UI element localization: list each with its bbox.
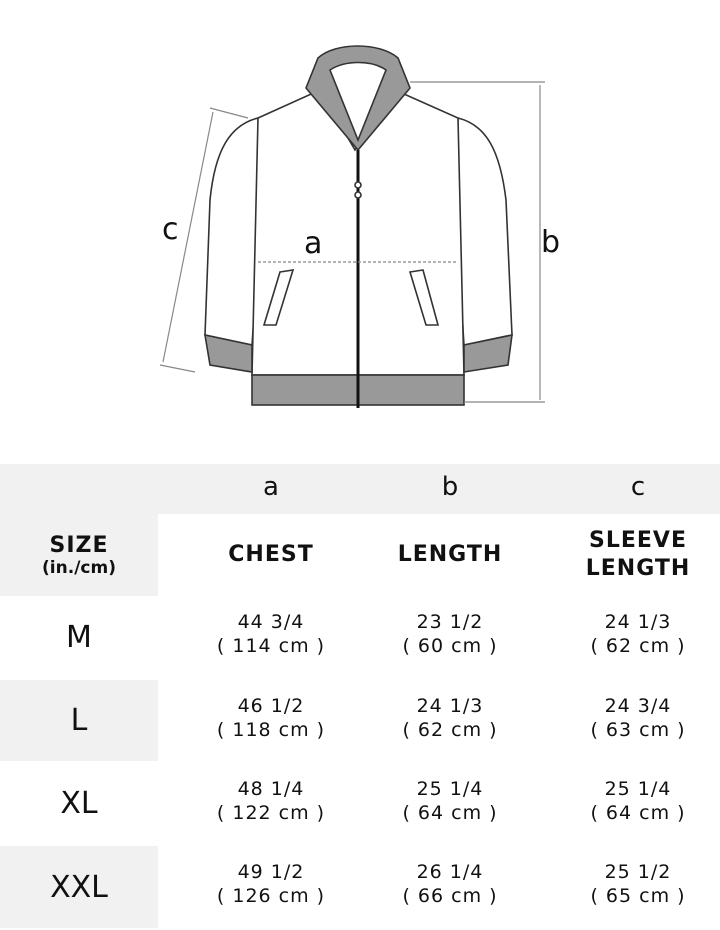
measurement-cell: 25 1/4( 64 cm )	[360, 777, 540, 825]
measurement-cell: 25 1/2( 65 cm )	[548, 860, 720, 908]
letter-header-band	[0, 464, 720, 514]
inches-value: 25 1/4	[416, 778, 484, 800]
inches-value: 24 1/3	[416, 695, 484, 717]
measurement-cell: 48 1/4( 122 cm )	[181, 777, 361, 825]
left-pocket	[262, 269, 295, 326]
inches-value: 46 1/2	[237, 695, 305, 717]
measurement-cell: 49 1/2( 126 cm )	[181, 860, 361, 908]
measurement-cell: 24 1/3( 62 cm )	[360, 694, 540, 742]
inches-value: 48 1/4	[237, 778, 305, 800]
inches-value: 44 3/4	[237, 611, 305, 633]
measurement-cell: 44 3/4( 114 cm )	[181, 610, 361, 658]
size-label: XL	[60, 786, 98, 821]
inches-value: 23 1/2	[416, 611, 484, 633]
cm-value: ( 63 cm )	[590, 719, 686, 741]
cm-value: ( 64 cm )	[402, 802, 498, 824]
sleeve-measure-line	[162, 111, 214, 363]
inches-value: 49 1/2	[237, 861, 305, 883]
right-sleeve	[454, 116, 513, 346]
label-a: a	[304, 226, 323, 261]
size-header-unit: (in./cm)	[42, 557, 116, 578]
size-label: M	[66, 619, 92, 655]
cm-value: ( 114 cm )	[216, 635, 326, 657]
right-cuff	[463, 333, 513, 373]
cm-value: ( 60 cm )	[402, 635, 498, 657]
size-header: SIZE (in./cm)	[0, 514, 158, 596]
jacket-diagram	[159, 45, 545, 408]
size-label: XXL	[0, 846, 158, 928]
measurement-cell: 23 1/2( 60 cm )	[360, 610, 540, 658]
cm-value: ( 62 cm )	[590, 635, 686, 657]
column-letter-b: b	[441, 472, 459, 502]
column-letter-a: a	[263, 472, 279, 502]
cm-value: ( 65 cm )	[590, 885, 686, 907]
column-header-length: LENGTH	[397, 542, 503, 567]
cm-value: ( 66 cm )	[402, 885, 498, 907]
measurement-cell: 26 1/4( 66 cm )	[360, 860, 540, 908]
cm-value: ( 118 cm )	[216, 719, 326, 741]
cm-value: ( 64 cm )	[590, 802, 686, 824]
inches-value: 24 1/3	[604, 611, 672, 633]
cm-value: ( 122 cm )	[216, 802, 326, 824]
left-cuff	[204, 333, 253, 373]
column-header-chest: CHEST	[228, 542, 314, 567]
column-letter-c: c	[630, 472, 646, 502]
measurement-cell: 46 1/2( 118 cm )	[181, 694, 361, 742]
inches-value: 24 3/4	[604, 695, 672, 717]
label-c: c	[162, 212, 179, 247]
measurement-cell: 24 3/4( 63 cm )	[548, 694, 720, 742]
inches-value: 25 1/4	[604, 778, 672, 800]
cm-value: ( 126 cm )	[216, 885, 326, 907]
size-label: L	[0, 680, 158, 761]
column-header-sleeve-length: SLEEVE LENGTH	[585, 528, 691, 581]
right-pocket	[408, 269, 440, 326]
inches-value: 25 1/2	[604, 861, 672, 883]
inches-value: 26 1/4	[416, 861, 484, 883]
measurement-cell: 25 1/4( 64 cm )	[548, 777, 720, 825]
measurement-cell: 24 1/3( 62 cm )	[548, 610, 720, 658]
size-header-title: SIZE	[49, 532, 109, 558]
label-b: b	[541, 225, 561, 260]
cm-value: ( 62 cm )	[402, 719, 498, 741]
